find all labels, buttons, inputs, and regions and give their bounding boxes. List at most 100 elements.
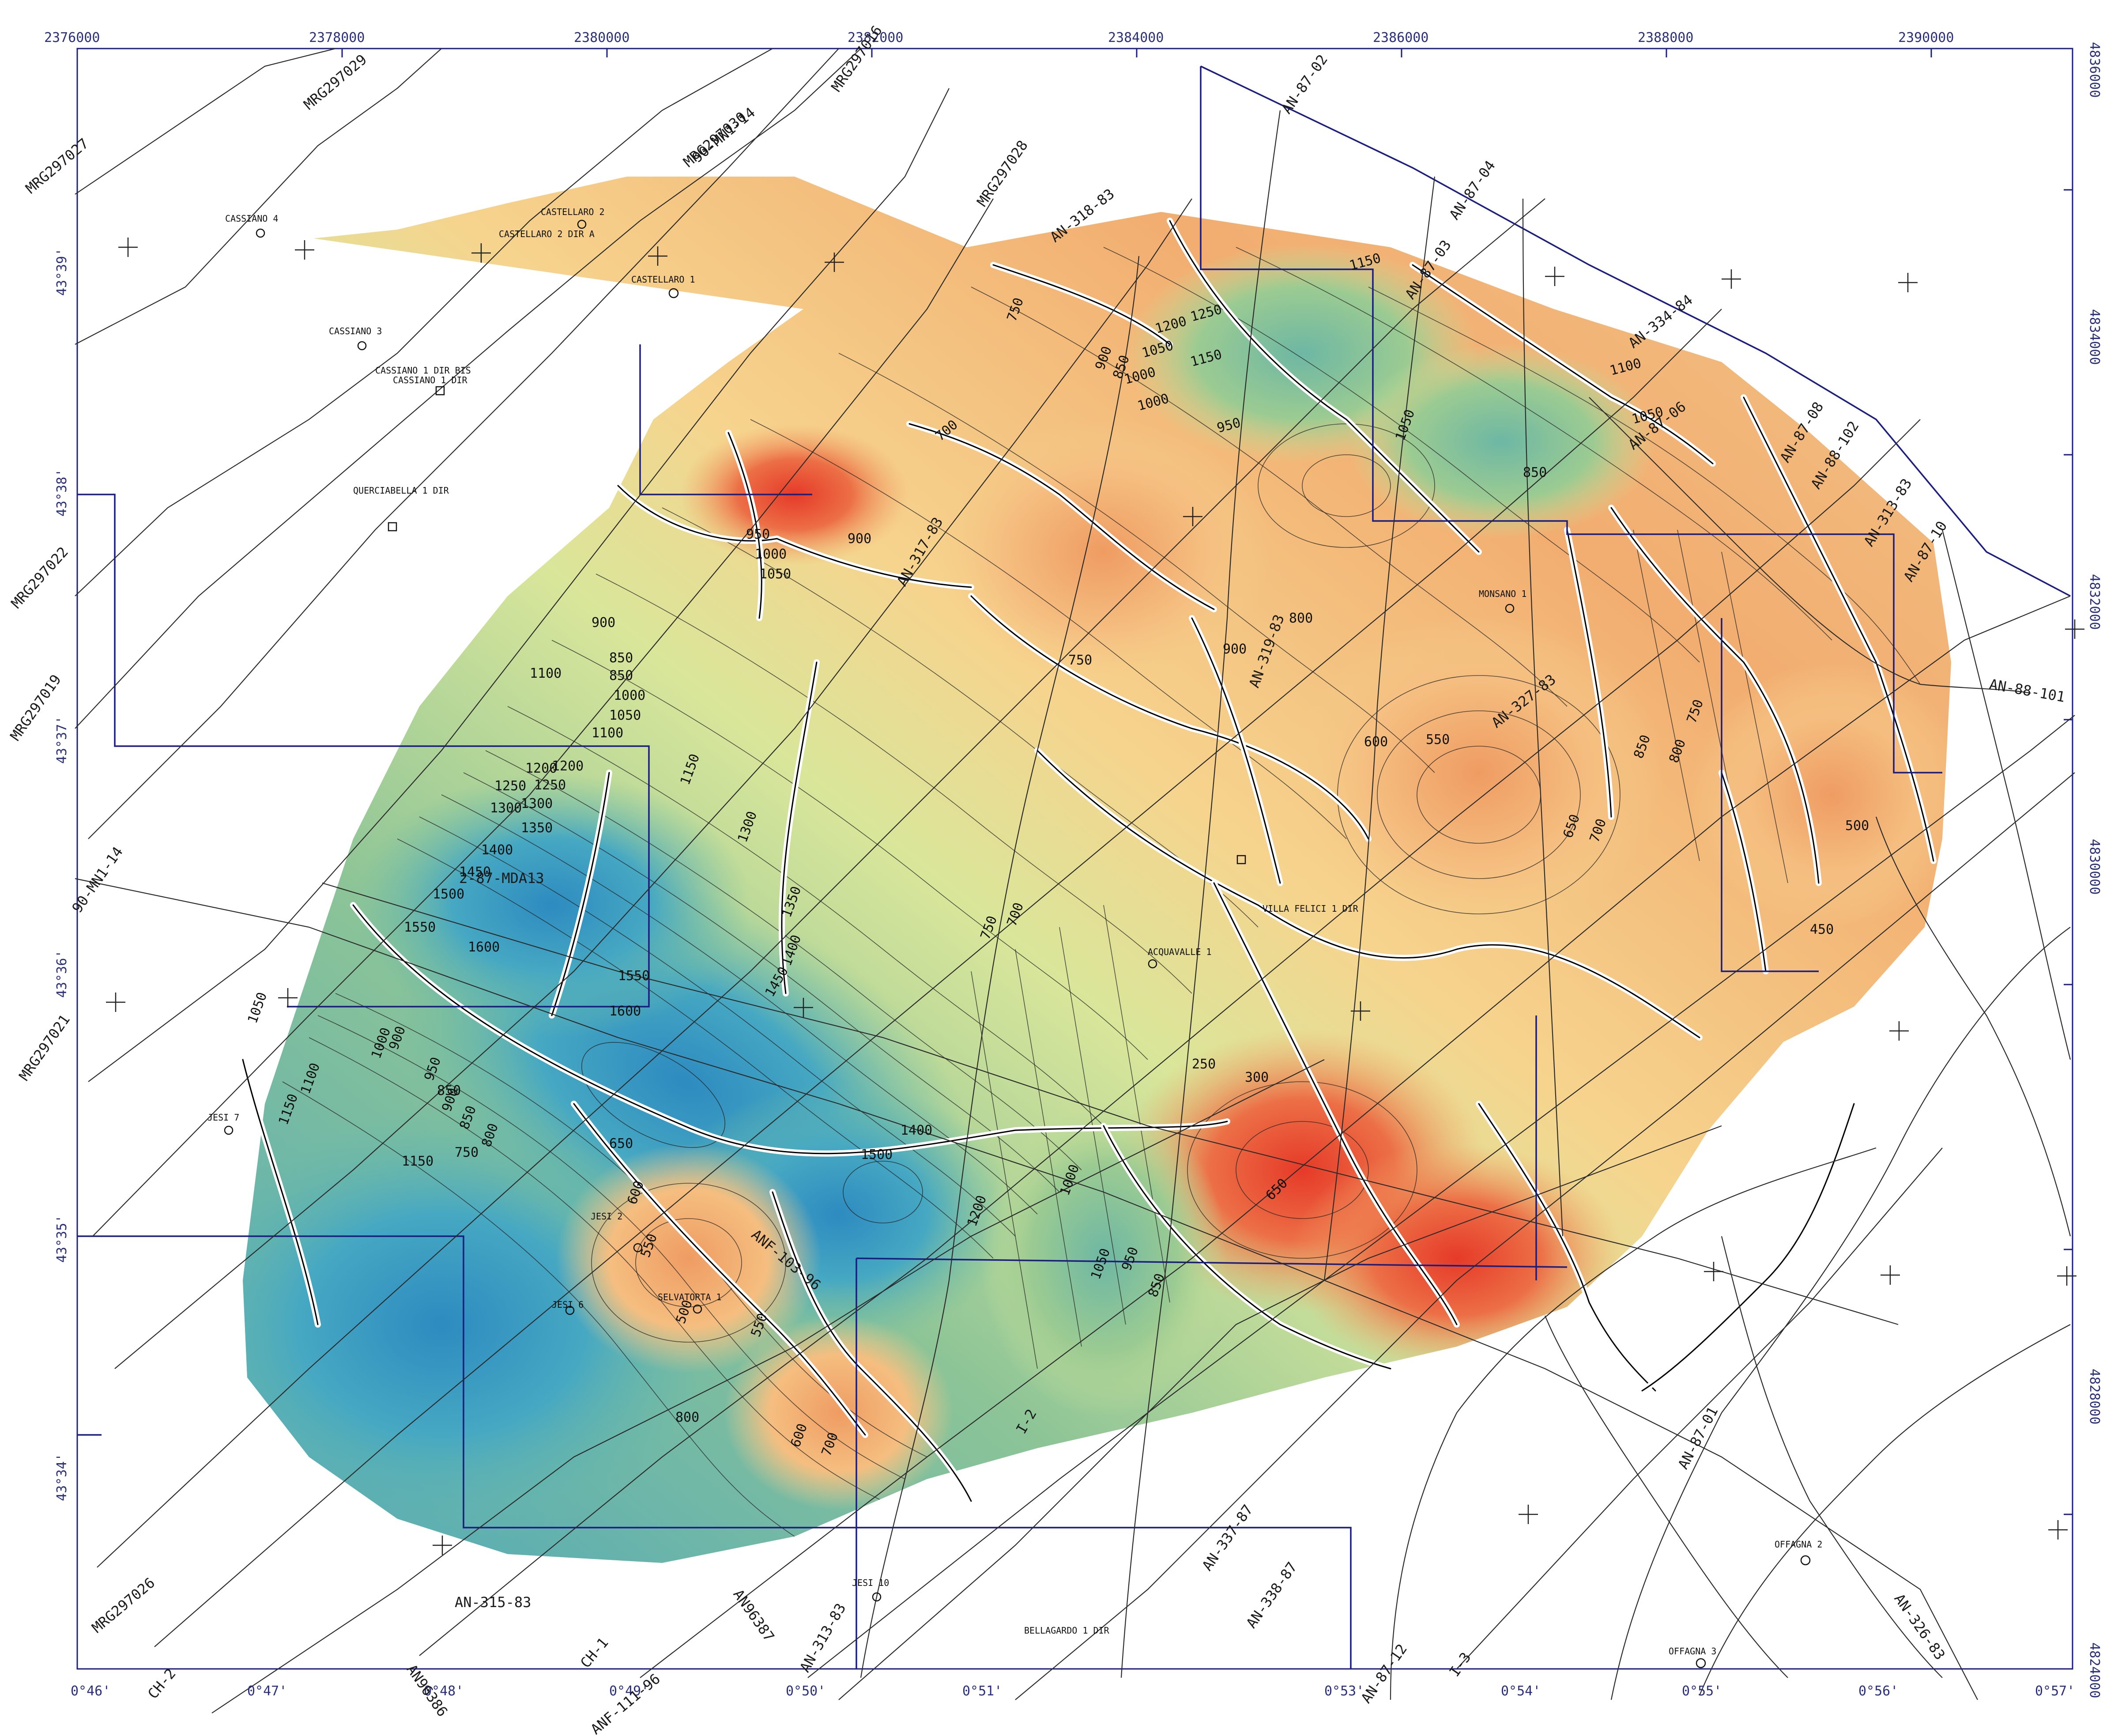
well-marker-icon[interactable]	[256, 228, 265, 238]
contour-label: 1550	[618, 968, 650, 984]
well-label: CASSIANO 4	[225, 213, 278, 224]
contour-label: 1000	[755, 547, 787, 562]
license-boundaries	[77, 65, 2071, 1669]
faults	[240, 218, 1937, 1504]
line-label: AN96387	[730, 1586, 777, 1645]
well-label: OFFAGNA 2	[1775, 1539, 1822, 1550]
well-label: CASSIANO 1 DIR	[393, 375, 468, 385]
well-marker-icon[interactable]	[693, 1304, 702, 1314]
line-label: I-3	[1446, 1649, 1474, 1679]
line-label: 90-MN1-14	[689, 104, 758, 166]
contour-label: 650	[609, 1136, 633, 1151]
contour-lines	[282, 247, 1921, 1537]
lat-tick-label: 43°34'	[54, 1453, 70, 1501]
line-label: CH-2	[144, 1665, 179, 1702]
contour-label: 1550	[404, 920, 436, 935]
seismic-line-traces	[75, 48, 2075, 1713]
line-label: AN-313-83	[796, 1600, 849, 1675]
x-tick-label: 2390000	[1898, 30, 1954, 45]
well-marker-icon[interactable]	[1236, 855, 1246, 864]
well-marker-icon[interactable]	[668, 288, 679, 298]
contour-label: 850	[437, 1083, 461, 1098]
contour-label: 1600	[609, 1004, 641, 1019]
well-label: JESI 10	[852, 1577, 889, 1588]
contour-label: 950	[746, 527, 770, 542]
line-label: MRG297028	[973, 137, 1031, 210]
contour-label: 1500	[861, 1147, 893, 1162]
contour-label: 900	[848, 531, 871, 547]
y-tick-label: 4824000	[2087, 1642, 2102, 1698]
contour-label: 800	[1289, 611, 1313, 626]
lat-tick-label: 43°39'	[54, 248, 70, 296]
contour-label: 1050	[759, 566, 791, 582]
line-label: CH-1	[577, 1634, 612, 1671]
lon-tick-label: 0°46'	[71, 1683, 110, 1699]
latitude-labels: 43°39' 43°38' 43°37' 43°36' 43°35' 43°34…	[54, 248, 70, 1501]
well-marker-icon[interactable]	[872, 1592, 882, 1602]
contour-label: 550	[1426, 732, 1450, 747]
lat-tick-label: 43°37'	[54, 716, 70, 764]
contour-label: 800	[675, 1410, 699, 1425]
well-marker-icon[interactable]	[435, 386, 445, 396]
line-label: MRG297029	[301, 51, 370, 113]
well-marker-icon[interactable]	[357, 341, 367, 351]
contour-label: 850	[609, 668, 633, 683]
line-label: ANF-111-96	[588, 1670, 663, 1736]
contour-label: 1000	[614, 688, 645, 703]
line-label: MRG297027	[23, 135, 92, 197]
line-label: MRG297021	[15, 1011, 73, 1084]
contour-label: 600	[1364, 734, 1388, 750]
well-marker-icon[interactable]	[388, 522, 397, 532]
map-frame	[76, 48, 2073, 1670]
well-marker-icon[interactable]	[1800, 1555, 1811, 1566]
y-tick-label: 4836000	[2087, 42, 2102, 98]
contour-label: 1300	[521, 796, 553, 811]
contour-label: 250	[1192, 1057, 1216, 1072]
frame-ticks	[76, 49, 2073, 1515]
line-label: 2-87-MDA13	[459, 870, 544, 887]
lon-tick-label: 0°57'	[2035, 1683, 2075, 1699]
well-label: CASTELLARO 2	[541, 207, 605, 217]
contour-label: 450	[1810, 922, 1834, 937]
well-marker-icon[interactable]	[224, 1125, 234, 1135]
well-marker-icon[interactable]	[633, 1243, 643, 1253]
well-marker-icon[interactable]	[1505, 604, 1515, 613]
lon-tick-label: 0°47'	[247, 1683, 287, 1699]
contour-label: 850	[609, 650, 633, 666]
well-label: JESI 2	[591, 1211, 622, 1222]
well-marker-icon[interactable]	[577, 219, 587, 229]
contour-label: 1400	[481, 842, 513, 858]
contour-label: 1150	[402, 1154, 433, 1169]
well-label: CASSIANO 3	[329, 326, 382, 336]
contour-label: 1200	[525, 761, 557, 776]
contour-label: 1250	[494, 778, 526, 794]
contour-label: 1100	[592, 725, 623, 741]
contour-label: 1200	[552, 759, 584, 774]
lat-tick-label: 43°36'	[54, 950, 70, 998]
lon-tick-label: 0°53'	[1324, 1683, 1364, 1699]
contour-label: 500	[1845, 818, 1869, 834]
well-marker-icon[interactable]	[1696, 1658, 1706, 1668]
contour-label: 1400	[901, 1123, 932, 1138]
contour-label: 1300	[490, 800, 522, 816]
contour-label: 900	[592, 615, 615, 630]
well-marker-icon[interactable]	[1148, 959, 1157, 969]
x-tick-label: 2384000	[1108, 30, 1164, 45]
line-label: AN-88-101	[1988, 676, 2066, 706]
longitude-labels: 0°46' 0°47' 0°48' 0°49' 0°50' 0°51' 0°53…	[71, 1683, 2075, 1699]
contour-label: 850	[1523, 465, 1547, 480]
y-tick-label: 4832000	[2087, 574, 2102, 630]
contour-label: 1250	[534, 777, 566, 793]
x-tick-label: 2380000	[574, 30, 629, 45]
well-marker-icon[interactable]	[565, 1306, 575, 1315]
contour-label: 1450	[459, 864, 491, 880]
grid-crosses	[106, 238, 2084, 1555]
y-tick-label: 4830000	[2087, 839, 2102, 894]
well-label: JESI 6	[552, 1299, 584, 1310]
y-axis-labels: 4836000 4834000 4832000 4830000 4828000 …	[2087, 42, 2102, 1698]
well-label: VILLA FELICI 1 DIR	[1263, 903, 1359, 914]
line-label: MRG297026	[89, 1574, 158, 1637]
well-label: CASTELLARO 2 DIR A	[499, 229, 595, 239]
line-label: AN-338-87	[1243, 1559, 1300, 1631]
